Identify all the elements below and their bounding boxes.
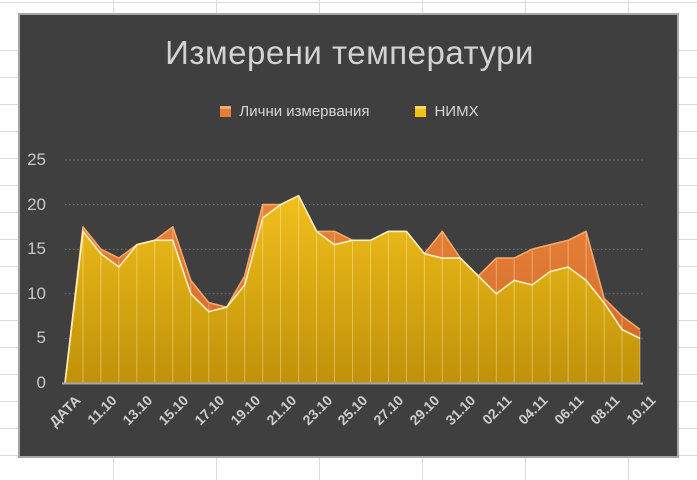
legend-item-nimh[interactable]: НИМХ (415, 103, 479, 120)
legend-label-nimh: НИМХ (434, 103, 479, 120)
legend-swatch-nimh (415, 106, 427, 117)
legend-swatch-personal (220, 106, 232, 117)
chart-canvas[interactable] (18, 13, 679, 458)
chart-title: Измерени температури (165, 34, 534, 71)
legend-label-personal: Лични измервания (239, 103, 370, 120)
legend-item-personal[interactable]: Лични измервания (220, 103, 369, 120)
chart-legend: Лични измервания НИМХ (18, 103, 681, 120)
